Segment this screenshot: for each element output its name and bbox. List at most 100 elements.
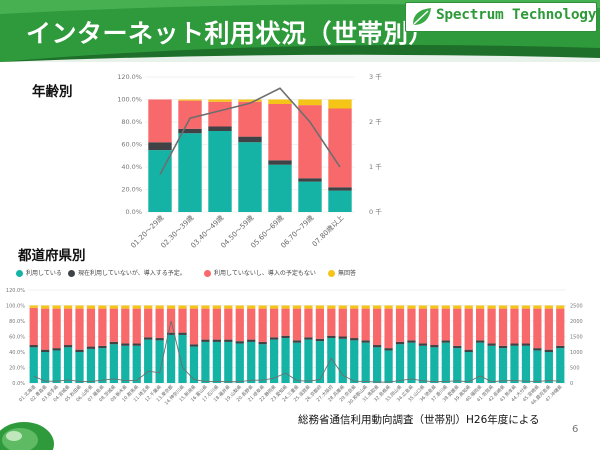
bar-segment-using [224, 341, 233, 383]
category-label: 12.千葉県 [143, 383, 163, 403]
bar-segment-unknown [453, 305, 462, 309]
bar-segment-unknown [144, 305, 153, 309]
bar-segment-unknown [281, 305, 290, 309]
bar-segment-unknown [212, 305, 221, 309]
leaf-logo-icon [413, 8, 431, 25]
bar-segment-using [498, 348, 508, 383]
category-label: 07.80歳以上 [310, 213, 345, 248]
y-tick-label: 20.0% [9, 366, 25, 372]
y2-tick-label: 1 千 [369, 162, 382, 171]
bar-segment-stopped [384, 348, 393, 351]
bar-segment-using [407, 342, 416, 383]
bar-segment-not_using [453, 308, 462, 346]
y-tick-label: 100.0% [117, 96, 142, 104]
bar-segment-using [510, 345, 519, 383]
category-label: 42.長崎県 [487, 383, 507, 403]
category-label: 39.高知県 [452, 383, 472, 403]
bar-segment-not_using [41, 308, 50, 350]
line-series [159, 87, 341, 175]
bar-segment-stopped [75, 349, 84, 352]
y2-tick-label: 1000 [570, 350, 583, 356]
bar-segment-not_using [238, 101, 262, 137]
category-label: 01.20～29歳 [129, 213, 166, 250]
bar-segment-stopped [41, 349, 50, 352]
category-label: 46.鹿児島県 [529, 383, 552, 406]
bar-segment-using [328, 190, 352, 212]
bar-segment-not_using [298, 105, 322, 179]
category-label: 33.岡山県 [384, 383, 404, 403]
prefecture-section-label: 都道府県別 [18, 248, 86, 264]
bar-segment-using [304, 339, 313, 383]
bar-segment-unknown [373, 305, 382, 309]
bar-segment-stopped [212, 339, 221, 342]
category-label: 38.愛媛県 [441, 383, 461, 403]
bar-segment-not_using [350, 308, 359, 339]
category-label: 28.兵庫県 [326, 383, 346, 403]
bar-segment-using [350, 340, 359, 383]
bar-segment-using [298, 181, 322, 212]
bar-segment-stopped [148, 142, 172, 151]
category-label: 02.30～39歳 [159, 213, 196, 250]
bar-segment-not_using [148, 99, 172, 143]
bar-segment-using [178, 334, 187, 383]
bar-segment-using [281, 338, 290, 383]
slide-title: インターネット利用状況（世帯別） [26, 19, 435, 48]
bar-segment-stopped [201, 339, 210, 342]
bar-segment-unknown [298, 99, 322, 106]
y2-tick-label: 2 千 [369, 117, 382, 126]
category-label: 01.北海道 [17, 383, 37, 403]
bar-segment-stopped [418, 343, 428, 346]
bar-segment-using [98, 348, 107, 383]
bar-segment-using [132, 345, 141, 383]
bar-segment-using [238, 142, 262, 212]
y-tick-label: 120.0% [117, 73, 142, 81]
bar-segment-unknown [315, 305, 325, 309]
legend-label: 現在利用していないが、導入する予定。 [78, 270, 186, 277]
bar-segment-unknown [86, 305, 96, 309]
bar-segment-not_using [178, 100, 202, 129]
category-label: 04.50～59歳 [219, 213, 256, 250]
bar-segment-stopped [144, 337, 153, 340]
bar-segment-using [109, 344, 118, 383]
bar-segment-not_using [476, 308, 485, 341]
bar-segment-using [29, 347, 38, 383]
globe-decoration-icon [0, 422, 54, 450]
bar-segment-stopped [304, 337, 313, 340]
bar-segment-not_using [533, 308, 542, 349]
bar-segment-unknown [304, 305, 313, 309]
y2-tick-label: 0 千 [369, 207, 382, 216]
bar-segment-using [235, 343, 244, 383]
bar-segment-using [63, 347, 73, 383]
bar-segment-stopped [556, 345, 565, 349]
bar-segment-not_using [208, 101, 232, 127]
category-label: 35.山口県 [406, 383, 426, 403]
y-tick-label: 20.0% [121, 186, 142, 194]
bar-segment-using [338, 338, 347, 383]
bar-segment-unknown [498, 305, 508, 309]
bar-segment-stopped [269, 337, 279, 340]
bar-segment-using [208, 131, 232, 212]
bar-segment-not_using [121, 308, 130, 344]
y-tick-label: 80.0% [121, 118, 142, 126]
bar-segment-unknown [155, 305, 164, 309]
bar-segment-not_using [430, 308, 439, 346]
bar-segment-stopped [281, 335, 290, 339]
bar-segment-stopped [238, 136, 262, 143]
bar-segment-unknown [109, 305, 118, 309]
bar-segment-stopped [464, 349, 473, 352]
bar-segment-not_using [63, 308, 73, 346]
bar-segment-unknown [235, 305, 244, 309]
bar-segment-stopped [407, 340, 416, 343]
bar-segment-not_using [373, 308, 382, 346]
bar-segment-unknown [75, 305, 84, 309]
bar-segment-not_using [86, 308, 96, 347]
category-label: 04.宮城県 [52, 383, 72, 403]
bar-segment-stopped [132, 343, 141, 346]
bar-segment-unknown [178, 305, 187, 309]
bar-segment-using [166, 334, 176, 383]
bar-segment-not_using [544, 308, 553, 350]
bar-segment-not_using [395, 308, 405, 342]
bar-segment-using [533, 350, 542, 383]
bar-segment-not_using [418, 308, 428, 344]
bar-segment-using [476, 342, 485, 383]
